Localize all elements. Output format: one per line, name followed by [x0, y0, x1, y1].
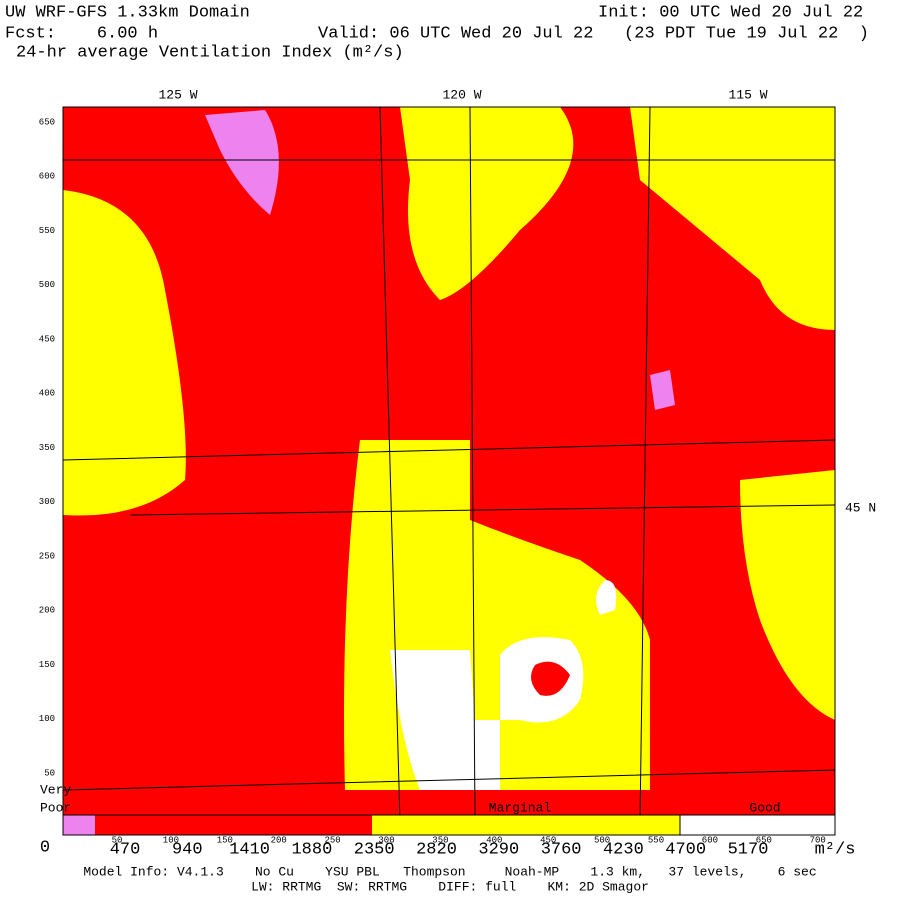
- bar-tick-label: 550: [648, 835, 664, 845]
- footer-line: LW: RRTMG SW: RRTMG DIFF: full KM: 2D Sm…: [251, 879, 649, 894]
- grid-label: 500: [39, 280, 55, 290]
- bar-label: 4230: [603, 840, 644, 859]
- grid-label: 100: [39, 714, 55, 724]
- category-label: Marginal: [489, 800, 552, 815]
- footer-line: Model Info: V4.1.3 No Cu YSU PBL Thompso…: [83, 864, 816, 879]
- grid-label: 400: [39, 389, 55, 399]
- bar-tick-label: 700: [810, 835, 826, 845]
- zone: [630, 107, 835, 330]
- latitude-label: 45 N: [845, 500, 876, 515]
- valid-time: Valid: 06 UTC Wed 20 Jul 22 (23 PDT Tue …: [318, 24, 869, 43]
- color-bar: [62, 814, 836, 836]
- units: m²/s: [815, 840, 856, 859]
- grid-label: 450: [39, 334, 55, 344]
- bar-label: 4700: [665, 840, 706, 859]
- grid-label: 150: [39, 660, 55, 670]
- bar-label: 470: [110, 840, 141, 859]
- color-bin: [679, 814, 836, 836]
- category-label: Good: [749, 800, 780, 815]
- grid-label: 600: [39, 172, 55, 182]
- boundary: [62, 106, 836, 823]
- init-time: Init: 00 UTC Wed 20 Jul 22: [598, 3, 863, 22]
- category-label: Poor: [40, 800, 71, 815]
- bar-tick-label: 200: [271, 835, 287, 845]
- grid-label: 200: [39, 606, 55, 616]
- zone: [400, 107, 574, 300]
- grid-label: 550: [39, 226, 55, 236]
- zone: [650, 370, 675, 410]
- bar-tick-label: 150: [217, 835, 233, 845]
- bar-tick-label: 100: [163, 835, 179, 845]
- bar-label: 1880: [291, 840, 332, 859]
- bar-label: 0: [40, 838, 50, 857]
- bar-tick-label: 250: [324, 835, 340, 845]
- zone: [531, 661, 570, 696]
- longitude-label: 120 W: [442, 87, 481, 102]
- grid-label: 300: [39, 497, 55, 507]
- bar-label: 3760: [541, 840, 582, 859]
- title: UW WRF-GFS 1.33km Domain: [5, 3, 250, 22]
- bar-tick-label: 600: [702, 835, 718, 845]
- bar-label: 1410: [229, 840, 270, 859]
- bar-tick-label: 300: [378, 835, 394, 845]
- bar-tick-label: 450: [540, 835, 556, 845]
- bar-tick-label: 400: [486, 835, 502, 845]
- zone: [596, 580, 617, 615]
- grid-label: 350: [39, 443, 55, 453]
- map: [62, 106, 836, 823]
- longitude-label: 115 W: [728, 87, 767, 102]
- color-bin: [95, 815, 372, 835]
- color-bin: [63, 815, 95, 835]
- bar-label: 2350: [354, 840, 395, 859]
- bar-label: 3290: [478, 840, 519, 859]
- ocean-zone: [63, 190, 186, 516]
- bar-label: 940: [172, 840, 203, 859]
- bar-tick-label: 50: [112, 835, 123, 845]
- category-label: Very: [40, 782, 71, 797]
- forecast-hour: Fcst: 6.00 h: [5, 24, 158, 43]
- longitude-label: 125 W: [158, 87, 197, 102]
- grid-label: 650: [39, 117, 55, 127]
- bar-label: 5170: [728, 840, 769, 859]
- bar-label: 2820: [416, 840, 457, 859]
- zone: [740, 470, 835, 720]
- grid-label: 250: [39, 551, 55, 561]
- bar-tick-label: 500: [594, 835, 610, 845]
- bar-tick-label: 650: [756, 835, 772, 845]
- color-bin: [372, 815, 680, 835]
- grid-label: 50: [44, 768, 55, 778]
- field-name: 24-hr average Ventilation Index (m²/s): [16, 43, 404, 62]
- zone: [205, 110, 279, 215]
- color-bar-frame: [62, 814, 836, 836]
- bar-tick-label: 350: [432, 835, 448, 845]
